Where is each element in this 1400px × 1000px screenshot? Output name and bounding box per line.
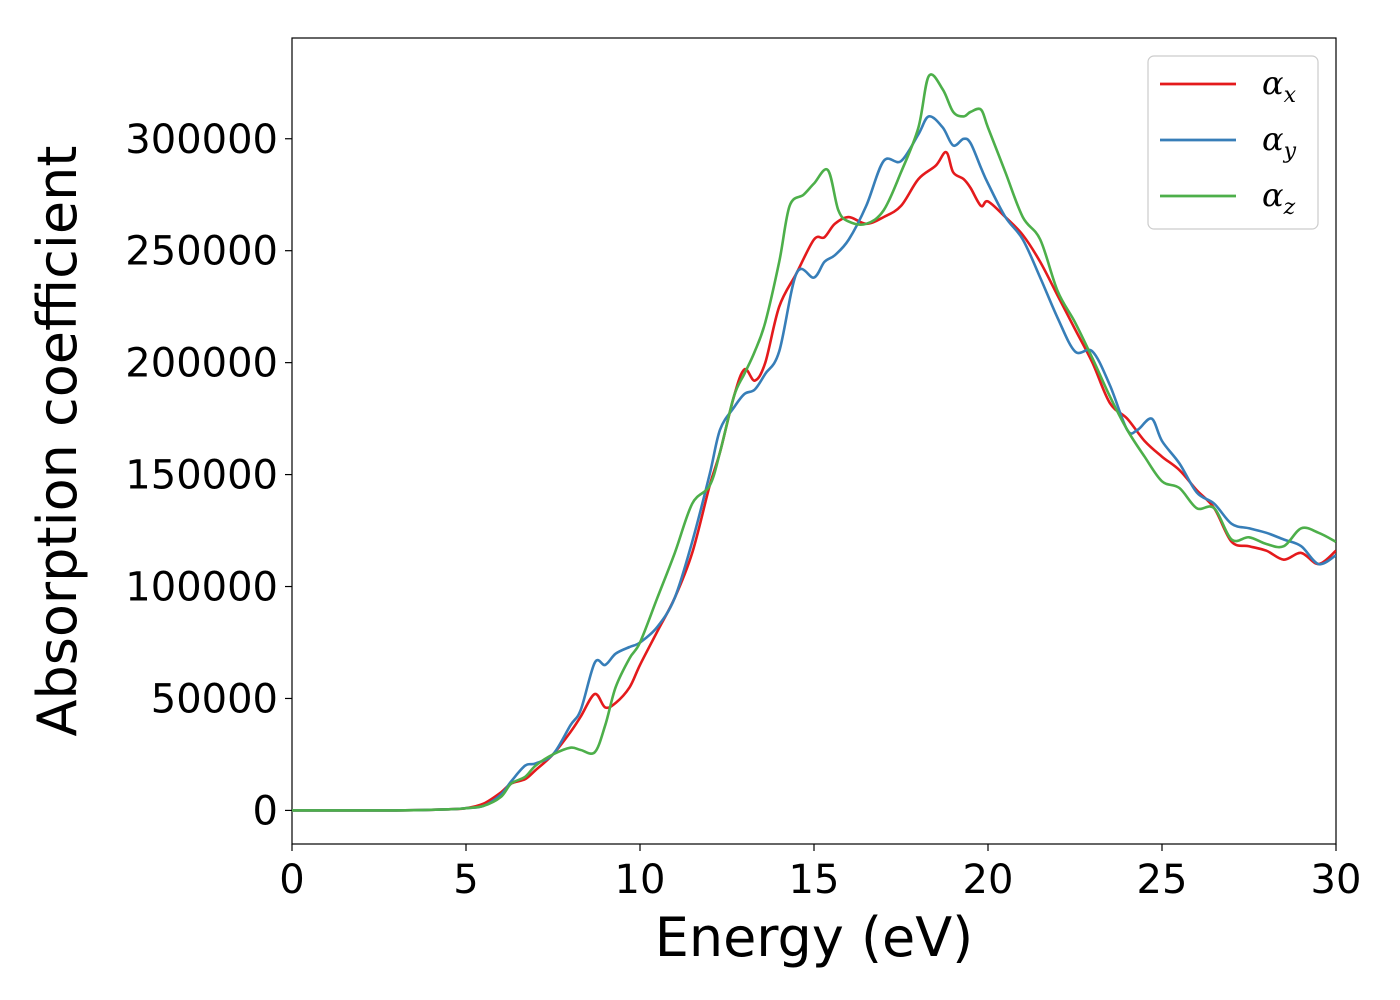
y-tick-label: 300000 [125, 117, 278, 163]
x-tick-label: 15 [789, 857, 840, 903]
x-tick-label: 5 [453, 857, 478, 903]
x-tick-label: 30 [1311, 857, 1362, 903]
y-tick-label: 250000 [125, 229, 278, 275]
legend-box [1147, 55, 1319, 230]
series-line-alpha-y [292, 115, 1336, 812]
x-ticks: 0 5 10 15 20 25 30 [279, 844, 1361, 903]
y-tick-label: 50000 [151, 676, 278, 722]
series-line-alpha-z [292, 73, 1336, 812]
x-tick-label: 0 [279, 857, 304, 903]
x-axis-label: Energy (eV) [655, 906, 974, 969]
x-tick-label: 10 [615, 857, 666, 903]
x-tick-label: 20 [963, 857, 1014, 903]
series-line-alpha-x [292, 150, 1336, 812]
x-tick-label: 25 [1137, 857, 1188, 903]
y-axis-label: Absorption coefficient [26, 146, 89, 737]
y-tick-label: 100000 [125, 565, 278, 611]
series-layer [292, 73, 1336, 812]
y-tick-label: 200000 [125, 341, 278, 387]
y-tick-label: 150000 [125, 453, 278, 499]
y-ticks: 0 50000 100000 150000 200000 250000 300000 [125, 117, 292, 834]
y-tick-label: 0 [253, 788, 278, 834]
legend-label-alpha-z: αz [1262, 176, 1296, 220]
